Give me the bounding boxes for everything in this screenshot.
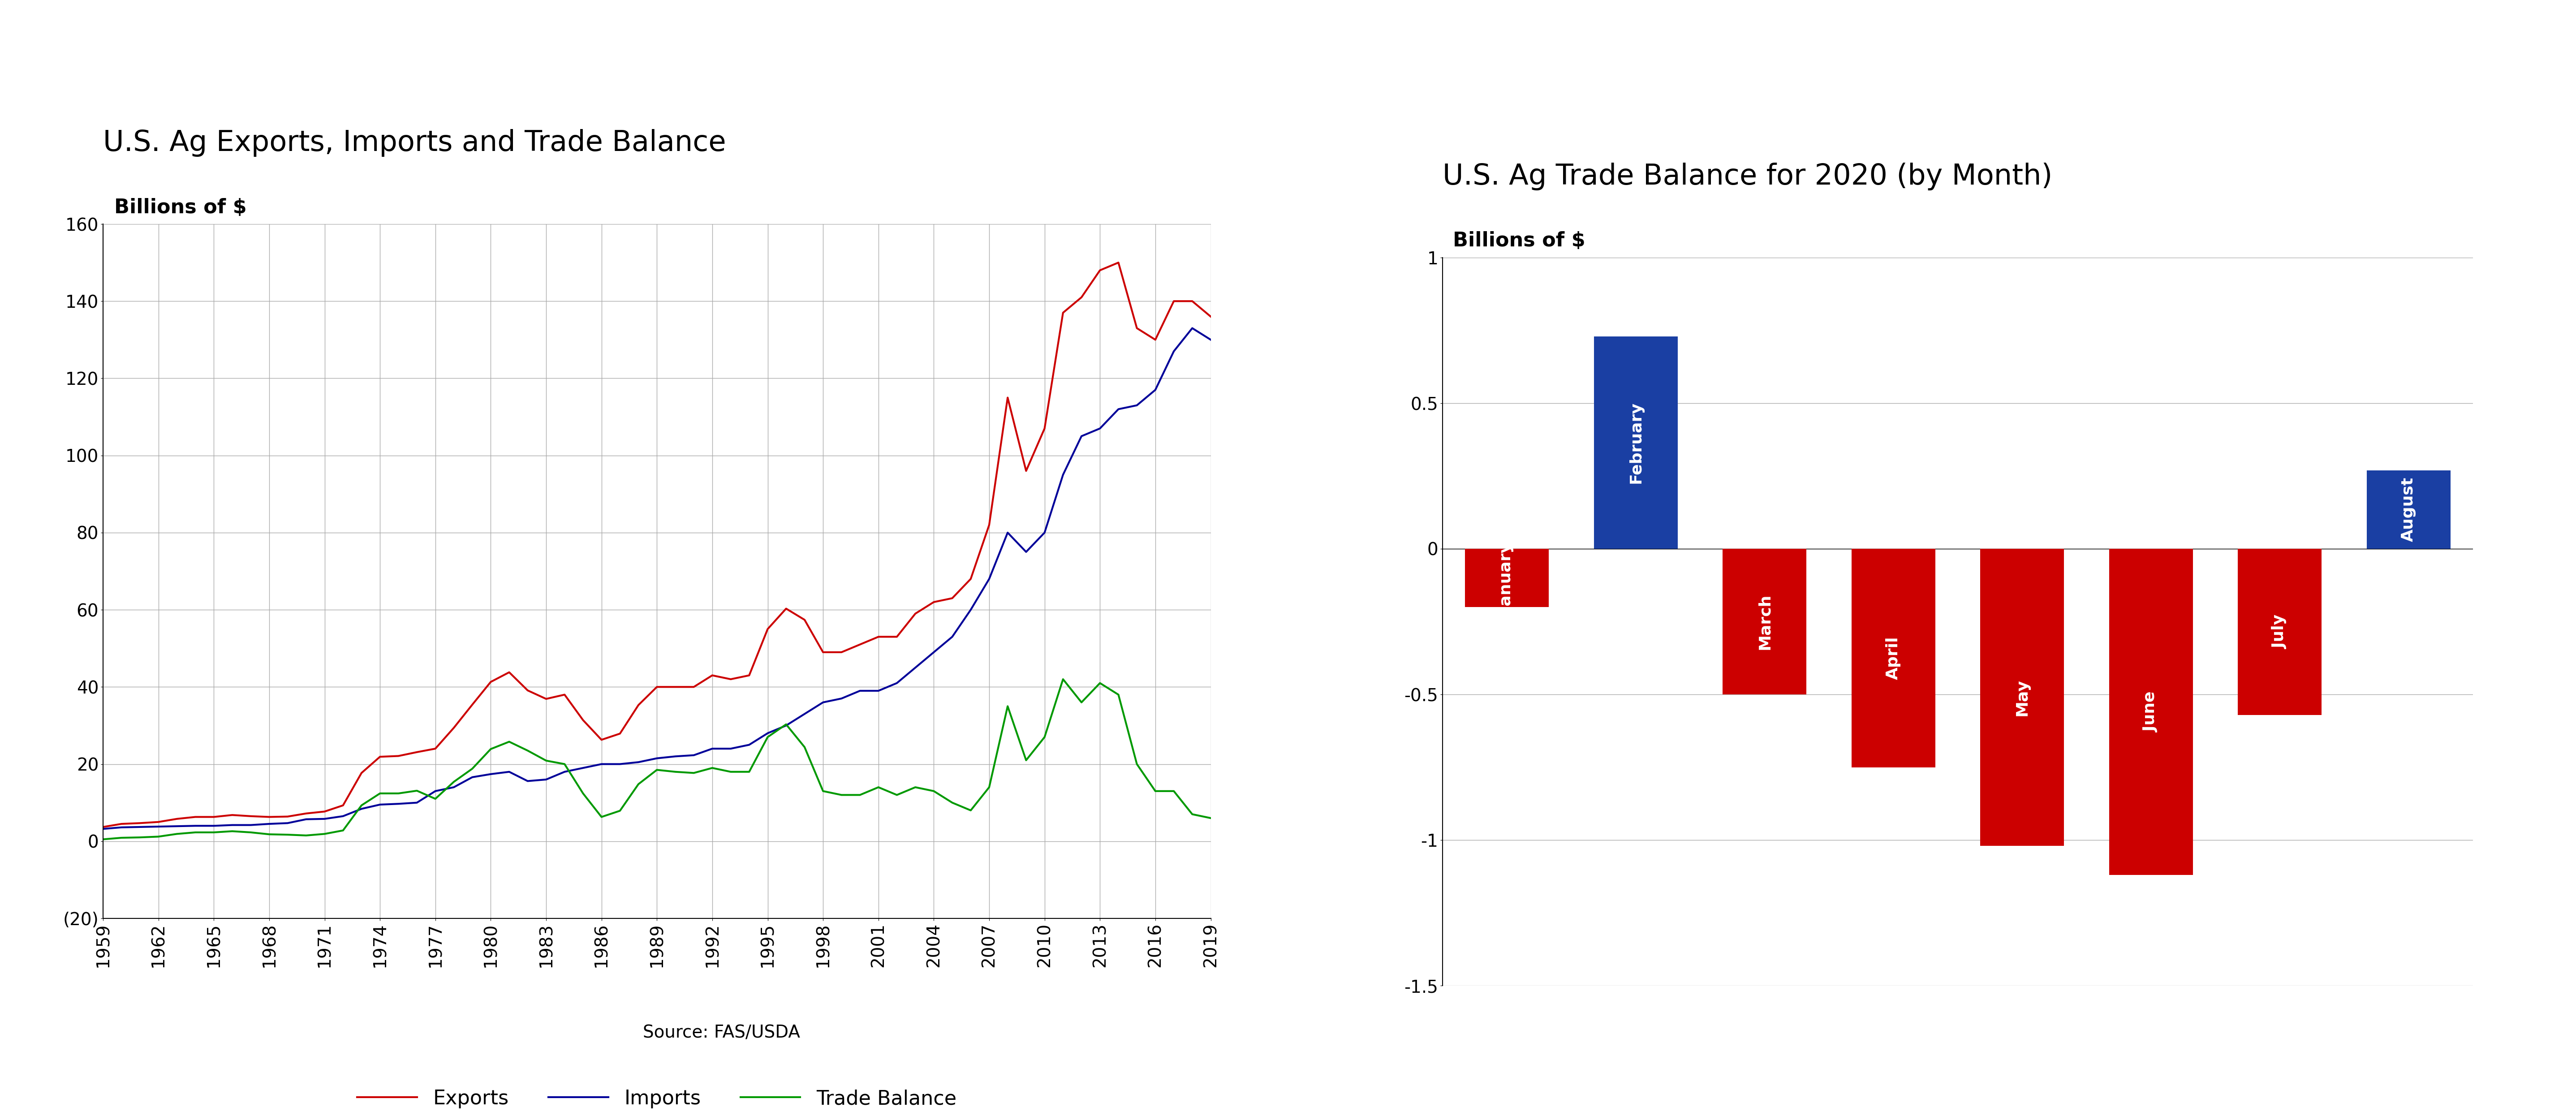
Trade Balance (309, 828, 340, 841)
Text: Billions of $: Billions of $ (1453, 231, 1584, 250)
Legend: Exports, Imports, Trade Balance: Exports, Imports, Trade Balance (350, 1081, 963, 1117)
Bar (1595, 336, 1677, 549)
Trade Balance (1195, 811, 1226, 824)
Text: U.S. Ag Trade Balance for 2020 (by Month): U.S. Ag Trade Balance for 2020 (by Month… (1443, 162, 2053, 190)
Line: Exports: Exports (103, 262, 1211, 827)
Bar (2239, 549, 2321, 715)
Trade Balance (1048, 672, 1079, 685)
Text: May: May (2014, 679, 2030, 716)
Imports (1048, 468, 1079, 482)
Text: April: April (1886, 636, 1901, 680)
Line: Trade Balance: Trade Balance (103, 679, 1211, 839)
Imports (345, 802, 376, 815)
Text: June: June (2143, 692, 2159, 732)
Trade Balance (1066, 696, 1097, 709)
Exports (1195, 310, 1226, 324)
Imports (752, 727, 783, 740)
Imports (1195, 333, 1226, 346)
Imports (474, 767, 505, 781)
Exports (1103, 255, 1133, 269)
Imports (88, 822, 118, 836)
Exports (345, 766, 376, 780)
Trade Balance (474, 743, 505, 756)
Exports (309, 805, 340, 819)
Text: January: January (1499, 543, 1515, 613)
Text: Billions of $: Billions of $ (113, 198, 247, 217)
Exports (88, 820, 118, 833)
Bar (1981, 549, 2063, 846)
Exports (474, 675, 505, 689)
Exports (1048, 306, 1079, 319)
Text: U.S. Ag Exports, Imports and Trade Balance: U.S. Ag Exports, Imports and Trade Balan… (103, 129, 726, 157)
Trade Balance (677, 766, 708, 780)
Imports (1177, 321, 1208, 335)
Text: July: July (2272, 615, 2287, 648)
Bar (1723, 549, 1806, 694)
Exports (677, 680, 708, 693)
Bar (2367, 470, 2450, 549)
Bar (2110, 549, 2192, 875)
Text: March: March (1757, 594, 1772, 650)
Trade Balance (345, 799, 376, 812)
Bar (1466, 549, 1548, 607)
Text: August: August (2401, 477, 2416, 542)
Text: Source: FAS/USDA: Source: FAS/USDA (641, 1025, 801, 1042)
Trade Balance (752, 730, 783, 744)
Bar (1852, 549, 1935, 767)
Imports (309, 812, 340, 825)
Line: Imports: Imports (103, 328, 1211, 829)
Exports (752, 623, 783, 636)
Trade Balance (88, 832, 118, 846)
Text: February: February (1628, 401, 1643, 484)
Imports (677, 748, 708, 762)
